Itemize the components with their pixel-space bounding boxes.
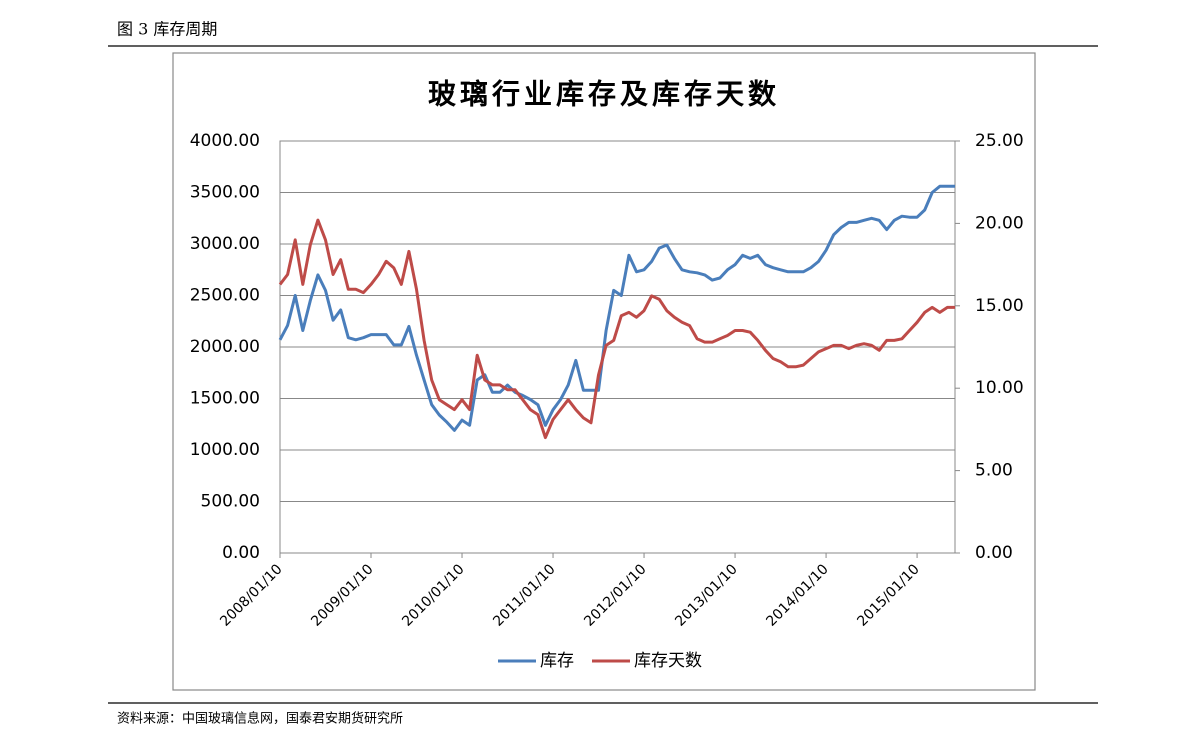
y-tick-label: 3000.00 <box>190 234 260 254</box>
source-note: 资料来源：中国玻璃信息网，国泰君安期货研究所 <box>117 711 403 727</box>
y-tick-label: 2000.00 <box>190 337 260 357</box>
y-tick-label: 1500.00 <box>190 389 260 409</box>
y-tick-label: 1000.00 <box>190 440 260 460</box>
y-tick-label: 3500.00 <box>190 183 260 203</box>
chart-title: 玻璃行业库存及库存天数 <box>428 78 780 111</box>
legend-label: 库存 <box>540 651 574 671</box>
y-tick-label: 500.00 <box>201 492 260 512</box>
y2-tick-label: 25.00 <box>975 131 1024 151</box>
y-tick-label: 2500.00 <box>190 286 260 306</box>
figure-caption: 图 3 库存周期 <box>117 20 217 39</box>
series-line <box>278 184 955 432</box>
y2-tick-label: 20.00 <box>975 213 1024 233</box>
legend-label: 库存天数 <box>634 651 702 671</box>
y2-tick-label: 15.00 <box>975 296 1024 316</box>
chart-frame <box>172 52 1036 691</box>
y2-tick-label: 0.00 <box>975 543 1013 563</box>
series-line <box>278 218 955 440</box>
y2-tick-label: 10.00 <box>975 378 1024 398</box>
y-tick-label: 4000.00 <box>190 131 260 151</box>
y2-tick-label: 5.00 <box>975 461 1013 481</box>
y-tick-label: 0.00 <box>222 543 260 563</box>
